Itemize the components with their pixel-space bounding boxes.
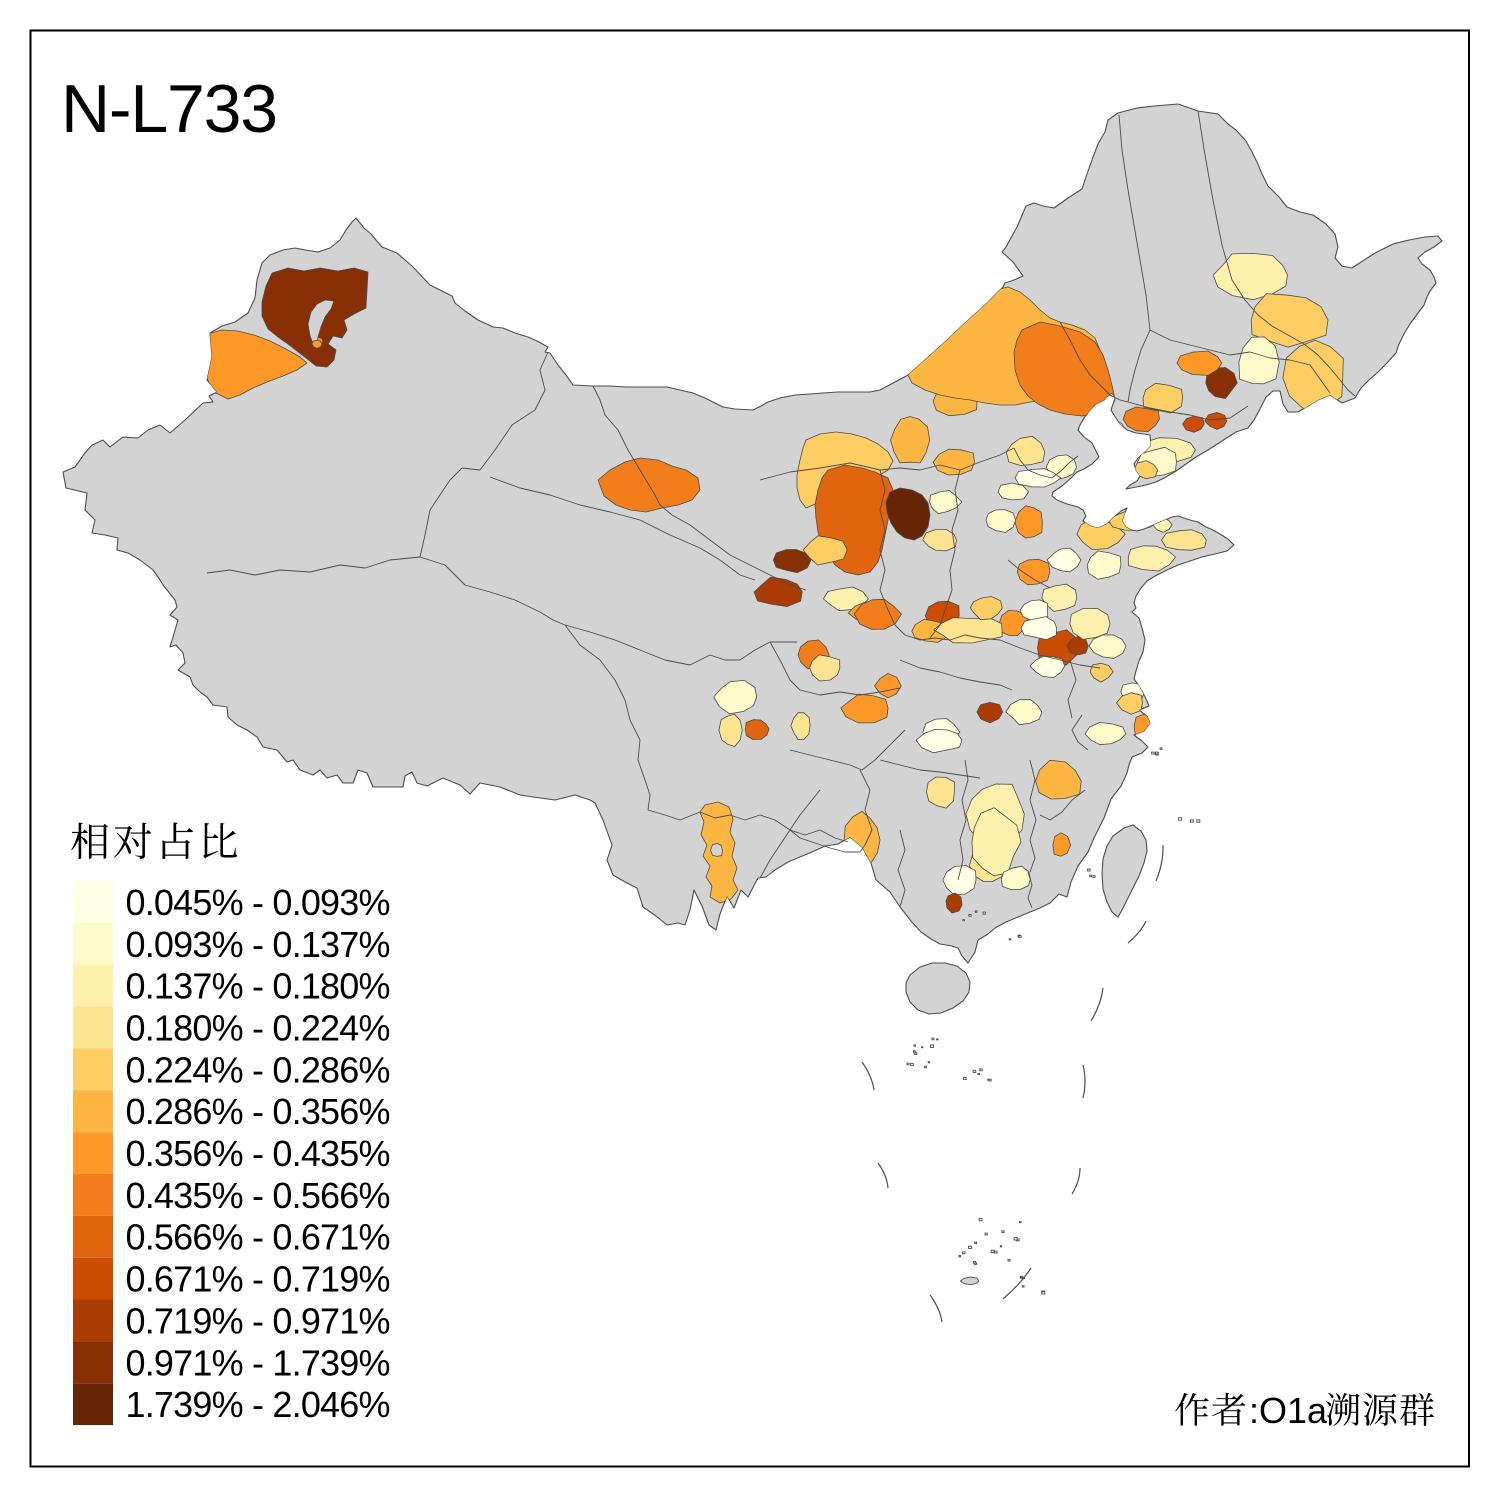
svg-text:0.971% - 1.739%: 0.971% - 1.739% [126,1342,390,1383]
svg-text:0.180% - 0.224%: 0.180% - 0.224% [126,1008,390,1049]
svg-text:0.093% - 0.137%: 0.093% - 0.137% [126,924,390,965]
svg-text:0.566% - 0.671%: 0.566% - 0.671% [126,1217,390,1258]
svg-text:0.435% - 0.566%: 0.435% - 0.566% [126,1175,390,1216]
svg-text:0.719% - 0.971%: 0.719% - 0.971% [126,1300,390,1341]
svg-text:0.286% - 0.356%: 0.286% - 0.356% [126,1091,390,1132]
svg-text:0.137% - 0.180%: 0.137% - 0.180% [126,966,390,1007]
svg-text:0.224% - 0.286%: 0.224% - 0.286% [126,1049,390,1090]
svg-text:0.045% - 0.093%: 0.045% - 0.093% [126,882,390,923]
svg-text:0.356% - 0.435%: 0.356% - 0.435% [126,1133,390,1174]
svg-text::O1a: :O1a [1249,1390,1328,1431]
svg-text:1.739% - 2.046%: 1.739% - 2.046% [126,1384,390,1425]
svg-text:0.671% - 0.719%: 0.671% - 0.719% [126,1259,390,1300]
svg-text:N-L733: N-L733 [61,71,277,147]
